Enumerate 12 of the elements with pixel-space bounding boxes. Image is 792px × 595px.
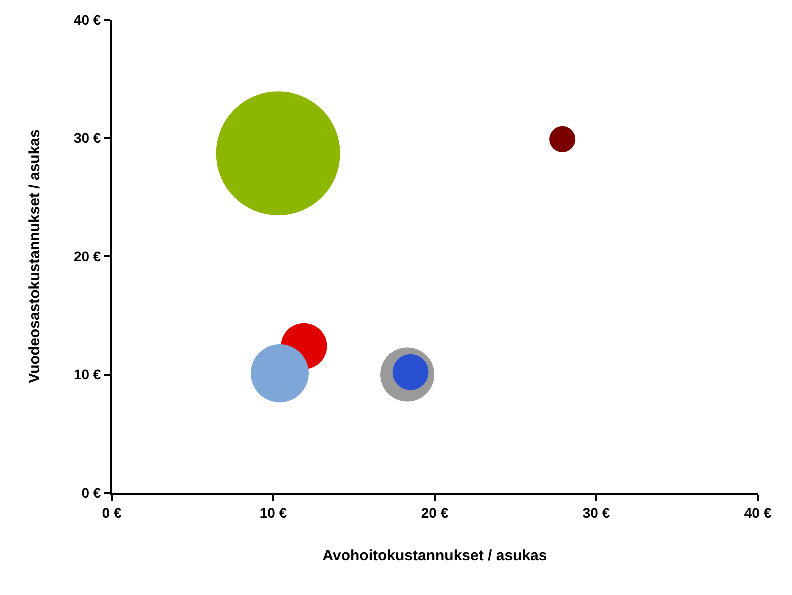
x-tick-label: 20 € — [421, 504, 449, 521]
x-tick-label: 30 € — [582, 504, 610, 521]
x-tick-label: 0 € — [102, 504, 122, 521]
y-tick-label: 0 € — [82, 484, 102, 501]
y-tick-label: 40 € — [74, 12, 102, 28]
y-tick-label: 30 € — [74, 130, 102, 146]
x-tick-label: 10 € — [260, 504, 288, 521]
y-axis-title: Vuodeosastokustannukset / asukas — [26, 130, 44, 384]
x-axis-title: Avohoitokustannukset / asukas — [322, 547, 548, 564]
y-tick-label: 10 € — [74, 366, 102, 383]
x-tick-label: 40 € — [744, 504, 772, 521]
y-tick-label: 20 € — [74, 248, 102, 264]
